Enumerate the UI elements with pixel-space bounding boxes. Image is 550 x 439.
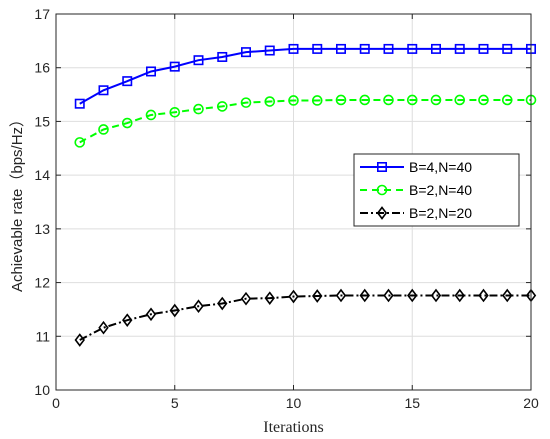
y-tick-label: 17 bbox=[34, 6, 50, 22]
data-point bbox=[311, 95, 323, 106]
data-point bbox=[454, 288, 465, 303]
legend-entry: B=4,N=40 bbox=[360, 159, 472, 175]
data-point bbox=[383, 288, 394, 303]
data-point bbox=[502, 43, 513, 54]
y-tick-label: 10 bbox=[34, 382, 50, 398]
series-line bbox=[79, 98, 531, 144]
x-tick-label: 0 bbox=[52, 395, 60, 411]
data-point bbox=[169, 61, 180, 72]
data-point bbox=[264, 291, 275, 305]
data-point bbox=[430, 43, 441, 54]
legend-label: B=4,N=40 bbox=[409, 159, 472, 175]
data-point bbox=[335, 43, 346, 54]
legend-entry: B=2,N=40 bbox=[360, 182, 472, 198]
data-point bbox=[478, 288, 489, 303]
series-1 bbox=[74, 43, 536, 109]
data-point bbox=[407, 43, 418, 54]
legend-marker bbox=[376, 162, 387, 173]
data-point bbox=[121, 117, 133, 129]
data-point bbox=[478, 94, 489, 106]
legend-marker bbox=[376, 184, 388, 196]
data-point bbox=[406, 94, 418, 106]
data-point bbox=[169, 106, 181, 118]
legend-marker bbox=[376, 206, 388, 220]
data-point bbox=[216, 101, 228, 112]
data-point bbox=[288, 95, 299, 106]
data-point bbox=[193, 55, 204, 66]
data-point bbox=[74, 137, 86, 148]
y-tick-label: 14 bbox=[34, 167, 50, 183]
data-point bbox=[454, 43, 465, 54]
data-point bbox=[430, 94, 442, 106]
data-point bbox=[98, 320, 109, 335]
data-point bbox=[217, 296, 228, 311]
data-point bbox=[145, 307, 157, 322]
data-point bbox=[288, 43, 299, 54]
data-point bbox=[98, 124, 109, 135]
data-point bbox=[217, 51, 228, 62]
series-2 bbox=[74, 94, 537, 148]
data-point bbox=[288, 289, 299, 304]
data-point bbox=[145, 109, 157, 121]
data-point bbox=[193, 299, 204, 314]
y-axis-label: Achievable rate（bps/Hz） bbox=[9, 112, 26, 292]
data-point bbox=[335, 94, 347, 106]
legend-label: B=2,N=40 bbox=[409, 182, 472, 198]
y-tick-label: 11 bbox=[35, 328, 50, 344]
series-3 bbox=[74, 288, 537, 347]
data-point bbox=[478, 43, 489, 54]
data-point bbox=[264, 45, 275, 56]
series-layer bbox=[74, 43, 537, 347]
data-point bbox=[383, 43, 394, 54]
y-tick-label: 15 bbox=[34, 113, 50, 129]
x-tick-label: 15 bbox=[404, 395, 420, 411]
legend-entry: B=2,N=20 bbox=[360, 205, 472, 221]
data-point bbox=[146, 66, 157, 77]
data-point bbox=[122, 313, 133, 327]
x-tick-label: 20 bbox=[523, 395, 539, 411]
x-tick-label: 10 bbox=[286, 395, 302, 411]
data-point bbox=[74, 98, 85, 109]
data-point bbox=[122, 76, 133, 87]
legend-label: B=2,N=20 bbox=[409, 205, 472, 221]
y-tick-label: 16 bbox=[34, 60, 50, 76]
data-point bbox=[359, 43, 370, 54]
data-point bbox=[359, 288, 370, 303]
data-point bbox=[264, 96, 276, 107]
data-point bbox=[407, 288, 418, 303]
data-point bbox=[74, 333, 85, 347]
x-axis-label: Iterations bbox=[263, 419, 323, 436]
data-point bbox=[98, 85, 109, 96]
data-point bbox=[240, 291, 252, 306]
data-point bbox=[454, 94, 466, 106]
data-point bbox=[169, 303, 180, 318]
legend: B=4,N=40 B=2,N=40 B=2,N=20 bbox=[353, 153, 520, 227]
data-point bbox=[193, 103, 204, 115]
data-point bbox=[501, 94, 513, 106]
x-tick-label: 5 bbox=[171, 395, 179, 411]
y-tick-label: 12 bbox=[34, 275, 50, 291]
data-point bbox=[312, 43, 323, 54]
series-line bbox=[79, 294, 531, 341]
axis-ticks: 0 5 10 15 20 10 11 12 13 14 15 16 17 bbox=[34, 6, 539, 411]
data-point bbox=[240, 97, 252, 108]
data-point bbox=[383, 94, 394, 106]
data-point bbox=[312, 289, 323, 303]
data-point bbox=[502, 288, 513, 303]
data-point bbox=[335, 288, 347, 303]
data-point bbox=[359, 94, 371, 106]
y-tick-label: 13 bbox=[34, 221, 50, 237]
data-point bbox=[241, 47, 252, 58]
data-point bbox=[430, 288, 442, 303]
